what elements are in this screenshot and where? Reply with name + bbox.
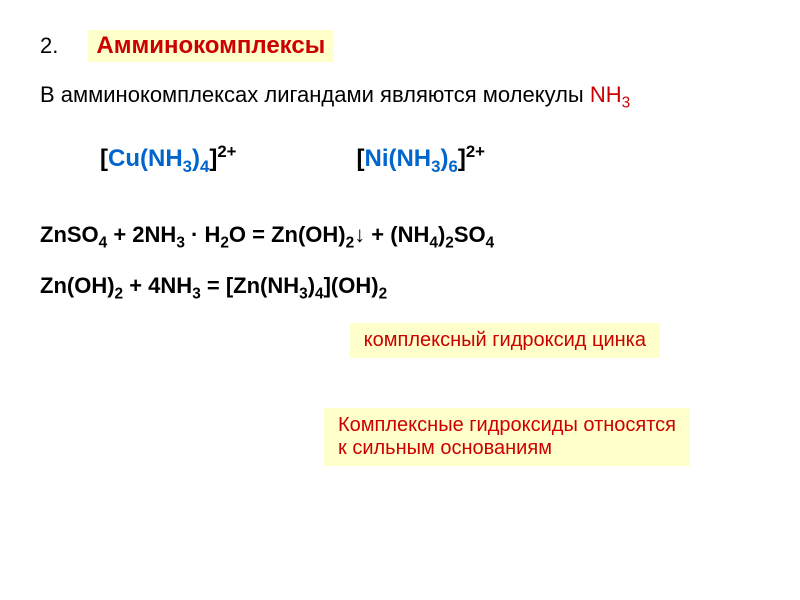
label1-wrapper: комплексный гидроксид цинка <box>40 323 760 358</box>
label-strong-bases: Комплексные гидроксиды относятся к сильн… <box>324 408 690 466</box>
formula-ni-complex: [Ni(NH3)6]2+ <box>356 142 484 177</box>
label2-wrapper: Комплексные гидроксиды относятся к сильн… <box>40 408 760 466</box>
formula-cu-complex: [Cu(NH3)4]2+ <box>100 142 236 177</box>
item-number: 2. <box>40 33 58 59</box>
intro-text: В амминокомплексах лигандами являются мо… <box>40 82 590 107</box>
intro-formula: NH3 <box>590 82 630 107</box>
intro-line: В амминокомплексах лигандами являются мо… <box>40 82 760 112</box>
title-line: 2. Амминокомплексы <box>40 30 760 62</box>
equation-2: Zn(OH)2 + 4NH3 = [Zn(NH3)4](OH)2 <box>40 273 760 303</box>
label-complex-hydroxide: комплексный гидроксид цинка <box>350 323 660 358</box>
equation-1: ZnSO4 + 2NH3 · H2O = Zn(OH)2↓ + (NH4)2SO… <box>40 222 760 252</box>
title-highlight-box: Амминокомплексы <box>88 30 333 62</box>
title-text: Амминокомплексы <box>96 32 325 59</box>
complex-formulas-row: [Cu(NH3)4]2+ [Ni(NH3)6]2+ <box>40 142 760 177</box>
